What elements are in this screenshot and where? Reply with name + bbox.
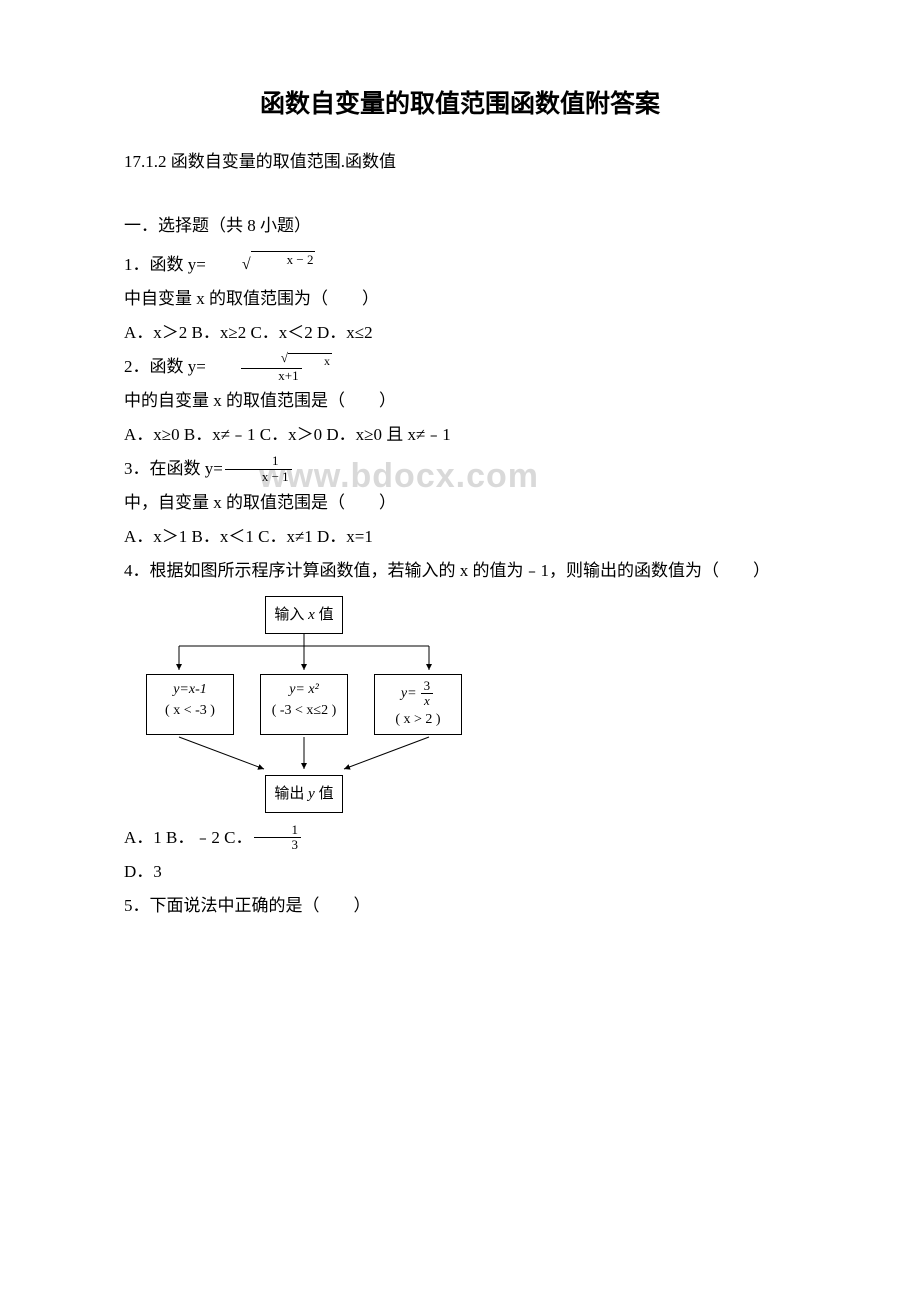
q2-lead: 2．函数 y= — [90, 350, 206, 384]
q3-numerator: 1 — [235, 454, 282, 468]
page-subtitle: 17.1.2 函数自变量的取值范围.函数值 — [90, 145, 830, 179]
q2-fraction: √ x x+1 — [208, 351, 335, 384]
q1-line2: 中自变量 x 的取值范围为（ ） — [90, 282, 830, 316]
q4-opt-ab: A．1 B．﹣2 C． — [90, 821, 252, 855]
q1-line1: 1．函数 y= √ x − 2 — [90, 248, 830, 282]
page-title: 函数自变量的取值范围函数值附答案 — [90, 80, 830, 130]
q3-denominator: x − 1 — [225, 469, 292, 484]
sqrt-icon: √ x — [247, 351, 332, 368]
flow-output-box: 输出 y 值 — [265, 775, 342, 813]
flowchart: 输入 x 值 y=x-1 ( x < -3 ) y= x² ( -3 < x≤2… — [124, 596, 830, 813]
q5-text: 5．下面说法中正确的是（ ） — [90, 889, 830, 923]
q1-options: A．x＞2 B．x≥2 C．x＜2 D．x≤2 — [90, 316, 830, 350]
flow-input-box: 输入 x 值 — [265, 596, 342, 634]
q1-radicand: x − 2 — [251, 251, 316, 268]
q4-text: 4．根据如图所示程序计算函数值，若输入的 x 的值为﹣1，则输出的函数值为（ ） — [90, 554, 830, 588]
section-heading: 一．选择题（共 8 小题） — [90, 209, 830, 243]
flow-branch-1: y=x-1 ( x < -3 ) — [146, 674, 234, 735]
q1-lead: 1．函数 y= — [90, 248, 206, 282]
q4-options-abc: A．1 B．﹣2 C． 1 3 — [90, 821, 830, 855]
q3-lead: 3．在函数 y= — [90, 452, 223, 486]
flow-branch-2: y= x² ( -3 < x≤2 ) — [260, 674, 348, 735]
q3-fraction: 1 x − 1 — [225, 454, 292, 484]
flow-branch-3: y= 3 x ( x > 2 ) — [374, 674, 462, 735]
flow-connector-bottom — [124, 735, 484, 775]
q4-opt-d: D．3 — [90, 855, 830, 889]
flow-connector-top — [124, 634, 484, 674]
q3-options: A．x＞1 B．x＜1 C．x≠1 D．x=1 — [90, 520, 830, 554]
q2-line1: 2．函数 y= √ x x+1 — [90, 350, 830, 384]
q2-options: A．x≥0 B．x≠﹣1 C．x＞0 D．x≥0 且 x≠﹣1 — [90, 418, 830, 452]
q2-numerator: x — [288, 353, 332, 368]
q3-line1: www.bdocx.com 3．在函数 y= 1 x − 1 — [90, 452, 830, 486]
q3-line2: 中，自变量 x 的取值范围是（ ） — [90, 486, 830, 520]
sqrt-icon: √ x − 2 — [208, 249, 316, 281]
q2-denominator: x+1 — [241, 368, 301, 383]
q4-opt-c-fraction: 1 3 — [254, 823, 301, 853]
q2-line2: 中的自变量 x 的取值范围是（ ） — [90, 384, 830, 418]
